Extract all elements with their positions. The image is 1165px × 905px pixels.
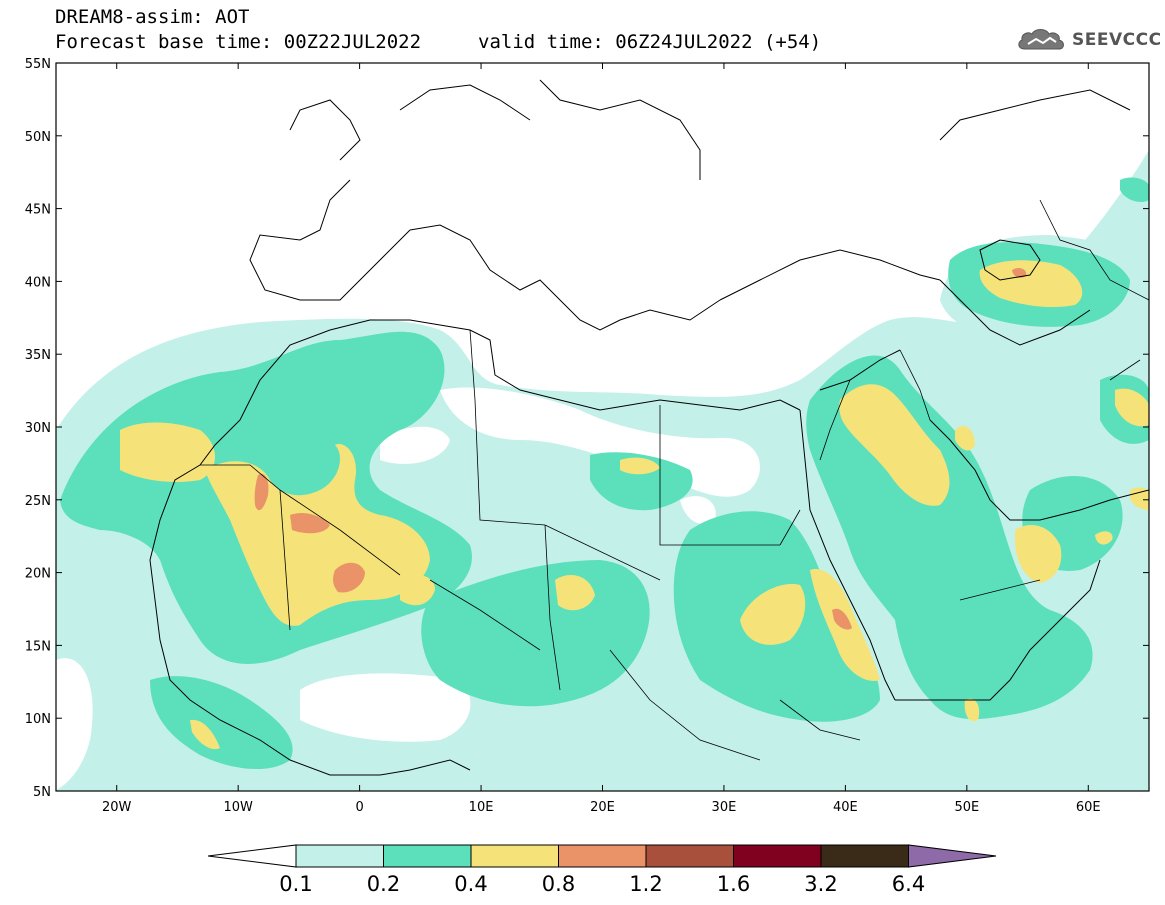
colorbar-box [733, 844, 822, 868]
colorbar-box [820, 844, 909, 868]
lon-tick-label: 50E [954, 800, 979, 815]
colorbar-under-arrow [207, 844, 297, 868]
aot-band-08-12 [254, 267, 1027, 630]
colorbar-level-label: 6.4 [892, 872, 925, 896]
lon-tick-label: 60E [1076, 800, 1101, 815]
seevccc-logo: SEEVCCC [1016, 26, 1162, 54]
coastlines [149, 79, 1149, 776]
lat-tick-label: 10N [25, 712, 51, 727]
lat-tick-label: 5N [33, 785, 51, 800]
colorbar-level-label: 0.1 [279, 872, 312, 896]
borders [200, 199, 1149, 761]
lon-tick-label: 30E [712, 800, 737, 815]
colorbar: 0.1 0.2 0.4 0.8 1.2 1.6 3.2 6.4 [207, 844, 997, 896]
lon-tick-label: 10E [469, 800, 494, 815]
lat-tick-label: 55N [25, 57, 51, 72]
colorbar-box [383, 844, 472, 868]
lat-tick-label: 45N [25, 203, 51, 218]
lat-tick-label: 25N [25, 494, 51, 509]
cloud-icon [1018, 29, 1064, 50]
colorbar-level-label: 0.4 [454, 872, 487, 896]
forecast-base-time: Forecast base time: 00Z22JUL2022 [55, 31, 422, 53]
lat-tick-label: 15N [25, 639, 51, 654]
map-title: DREAM8-assim: AOT [55, 6, 250, 28]
colorbar-level-label: 1.6 [717, 872, 750, 896]
lat-tick-label: 50N [25, 130, 51, 145]
colorbar-box [295, 844, 384, 868]
colorbar-box [558, 844, 647, 868]
lat-tick-label: 35N [25, 348, 51, 363]
latitude-axis: 5N 10N 15N 20N 25N 30N 35N 40N 45N 50N 55N [25, 57, 1149, 800]
lon-tick-label: 40E [833, 800, 858, 815]
lon-tick-label: 10W [223, 800, 253, 815]
colorbar-level-label: 1.2 [629, 872, 662, 896]
colorbar-box [470, 844, 559, 868]
colorbar-over-arrow [908, 844, 997, 868]
logo-text: SEEVCCC [1072, 30, 1162, 50]
longitude-axis: 20W 10W 0 10E 20E 30E 40E 50E 60E [102, 63, 1101, 815]
lon-tick-label: 20W [102, 800, 132, 815]
valid-time: valid time: 06Z24JUL2022 (+54) [478, 31, 822, 53]
lat-tick-label: 20N [25, 567, 51, 582]
colorbar-level-label: 0.8 [542, 872, 575, 896]
lat-tick-label: 30N [25, 421, 51, 436]
colorbar-level-label: 3.2 [804, 872, 837, 896]
colorbar-box [645, 844, 734, 868]
aot-field [56, 79, 1149, 791]
lon-tick-label: 0 [355, 800, 363, 815]
lon-tick-label: 20E [590, 800, 615, 815]
lat-tick-label: 40N [25, 275, 51, 290]
colorbar-level-label: 0.2 [367, 872, 400, 896]
